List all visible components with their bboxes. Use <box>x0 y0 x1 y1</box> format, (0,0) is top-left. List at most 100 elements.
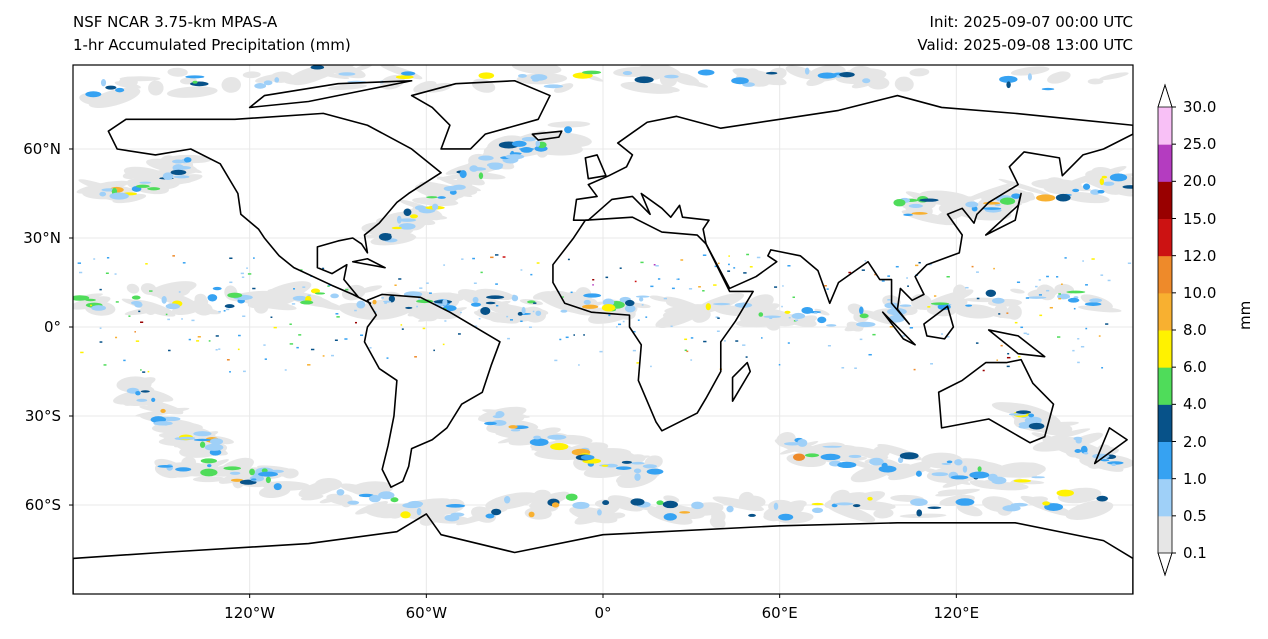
precip-cell <box>1099 178 1105 186</box>
precip-light <box>380 65 423 80</box>
precip-cell <box>1090 189 1101 195</box>
precip-convective <box>795 319 799 322</box>
coastline <box>984 192 1022 236</box>
precip-cell <box>773 502 779 510</box>
precip-cell <box>532 78 540 82</box>
precip-convective <box>684 349 687 352</box>
precip-light <box>242 71 261 79</box>
precip-convective <box>433 349 435 352</box>
precip-convective <box>1077 361 1080 364</box>
precip-light <box>649 295 670 302</box>
precip-cell <box>1109 173 1128 182</box>
precip-convective <box>252 287 256 290</box>
precip-cell <box>564 126 573 134</box>
precip-cell <box>931 472 949 477</box>
precip-cell <box>915 470 922 477</box>
precip-cell <box>820 453 841 461</box>
lon-label: 0° <box>594 604 612 622</box>
precip-light <box>608 512 626 519</box>
precip-convective <box>229 257 233 260</box>
precip-convective <box>562 296 564 298</box>
precip-convective <box>965 286 969 289</box>
precip-cell <box>582 70 602 75</box>
precip-light <box>956 504 983 517</box>
precip-cell <box>927 506 942 510</box>
precip-cell <box>633 468 642 474</box>
precip-cell <box>783 442 801 446</box>
precip-convective <box>99 341 103 343</box>
precip-light <box>1063 192 1110 204</box>
precip-cell <box>1041 87 1055 91</box>
precip-light <box>744 68 760 77</box>
precip-convective <box>208 340 211 342</box>
precip-convective <box>998 313 1001 315</box>
precip-cell <box>504 496 511 504</box>
precip-cell <box>204 443 224 451</box>
colorbar-segment <box>1158 478 1172 517</box>
precip-convective <box>632 349 636 352</box>
precip-light <box>538 427 561 435</box>
precip-convective <box>345 288 349 291</box>
precip-convective <box>774 286 778 288</box>
precip-convective <box>507 337 510 340</box>
precip-convective <box>632 330 636 333</box>
precip-convective <box>229 371 231 373</box>
precip-convective <box>284 369 287 371</box>
precip-cell <box>135 390 141 396</box>
colorbar-label: 15.0 <box>1183 209 1217 228</box>
precip-convective <box>1064 257 1067 259</box>
coastline <box>73 513 1133 594</box>
precip-convective <box>933 295 937 297</box>
precip-convective <box>826 288 829 290</box>
precip-convective <box>263 344 266 346</box>
precip-convective <box>473 325 478 327</box>
precip-convective <box>322 267 325 270</box>
precip-cell <box>642 464 658 469</box>
precip-light <box>319 72 350 80</box>
precip-cell <box>930 302 949 306</box>
precip-cell <box>172 164 185 172</box>
precip-convective <box>223 310 226 312</box>
precip-convective <box>1100 274 1104 276</box>
coastline <box>923 305 955 340</box>
colorbar-segment <box>1158 330 1172 368</box>
precip-convective <box>1085 327 1088 330</box>
precip-convective <box>142 371 146 373</box>
precip-convective <box>1023 332 1027 335</box>
precip-convective <box>946 276 950 278</box>
precip-convective <box>702 254 707 256</box>
lon-label: 60°W <box>405 604 448 622</box>
precip-cell <box>223 466 242 471</box>
precip-cell <box>442 299 448 306</box>
precip-cell <box>888 314 905 323</box>
precip-cell <box>856 321 876 328</box>
precip-convective <box>394 284 397 286</box>
precip-light <box>1059 172 1102 189</box>
precip-cell <box>486 295 505 299</box>
precip-cell <box>105 85 117 90</box>
precip-cell <box>615 466 632 470</box>
precip-light <box>937 489 970 496</box>
precip-convective <box>907 285 909 287</box>
colorbar-label: 0.1 <box>1183 544 1207 562</box>
precip-convective <box>167 318 170 321</box>
precip-convective <box>401 328 404 330</box>
colorbar-segment <box>1158 404 1172 442</box>
precip-convective <box>778 363 781 366</box>
precip-convective <box>1038 279 1041 281</box>
precip-convective <box>570 291 573 294</box>
precip-convective <box>418 298 420 300</box>
precip-convective <box>599 350 603 353</box>
precip-cell <box>624 299 635 307</box>
precip-convective <box>608 314 611 317</box>
precip-convective <box>1017 355 1021 358</box>
precip-convective <box>749 266 753 268</box>
precip-cell <box>837 461 857 469</box>
precip-convective <box>716 330 720 332</box>
precip-cell <box>416 507 422 516</box>
precip-convective <box>645 316 648 318</box>
precip-cell <box>893 198 906 207</box>
precip-cell <box>663 513 677 521</box>
precip-cell <box>1089 298 1103 303</box>
precip-light <box>941 497 960 504</box>
